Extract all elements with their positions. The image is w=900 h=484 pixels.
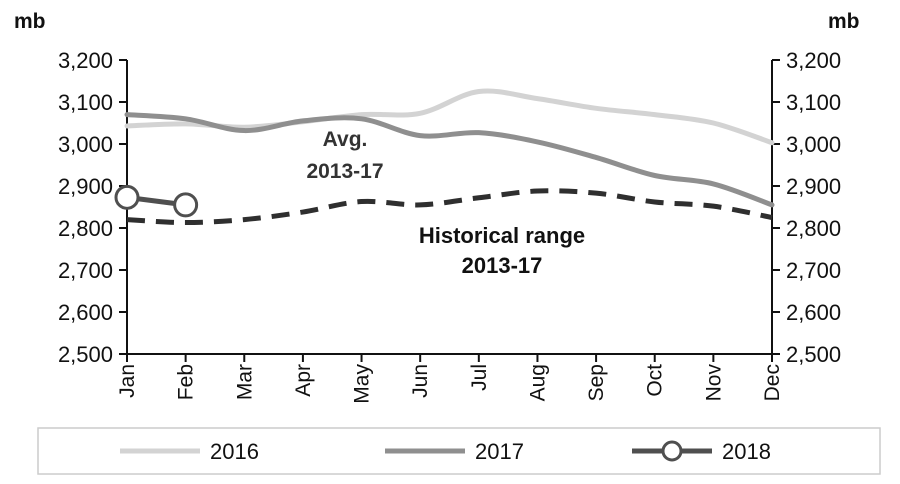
series-line-2017 bbox=[124, 112, 775, 208]
series-layer bbox=[114, 88, 775, 226]
range-annotation-line1: Historical range bbox=[419, 223, 585, 248]
y-tick-label-right: 2,700 bbox=[786, 258, 841, 283]
avg-annotation-line2: 2013-17 bbox=[306, 160, 383, 183]
legend-label-2017: 2017 bbox=[475, 439, 524, 464]
legend: 2016 2017 2018 bbox=[120, 439, 771, 464]
y-tick-label-left: 2,700 bbox=[58, 258, 113, 283]
right-unit-label: mb bbox=[828, 10, 860, 33]
x-tick-label: Jun bbox=[409, 364, 432, 398]
x-tick-label: Jul bbox=[468, 364, 491, 391]
y-tick-label-right: 3,200 bbox=[786, 48, 841, 73]
x-tick-labels: Jan Feb Mar Apr May Jun Jul Aug Sep Oct Nov Dec bbox=[116, 364, 784, 404]
y-tick-label-right: 3,000 bbox=[786, 132, 841, 157]
right-y-tick-labels: 2,500 2,600 2,700 2,800 2,900 3,000 3,100 3,200 bbox=[786, 48, 841, 367]
y-tick-label-right: 2,800 bbox=[786, 216, 841, 241]
y-tick-label-right: 2,600 bbox=[786, 300, 841, 325]
x-tick-label: Aug bbox=[526, 364, 549, 401]
x-tick-label: Sep bbox=[585, 364, 608, 401]
x-tick-label: Feb bbox=[175, 364, 198, 400]
x-tick-label: Nov bbox=[702, 364, 725, 402]
x-tick-label: May bbox=[351, 364, 374, 404]
series-line-2016 bbox=[124, 88, 775, 146]
legend-marker-2018 bbox=[661, 440, 683, 462]
series-point-2018 bbox=[173, 192, 199, 218]
x-tick-label: Dec bbox=[761, 364, 784, 401]
y-tick-label-left: 2,500 bbox=[58, 342, 113, 367]
y-tick-label-left: 3,000 bbox=[58, 132, 113, 157]
x-tick-label: Mar bbox=[233, 364, 256, 400]
y-tick-label-left: 3,100 bbox=[58, 90, 113, 115]
axes bbox=[119, 59, 780, 362]
x-tick-label: Apr bbox=[292, 364, 315, 397]
y-tick-label-left: 2,800 bbox=[58, 216, 113, 241]
x-tick-label: Oct bbox=[644, 364, 667, 397]
x-tick-label: Jan bbox=[116, 364, 139, 398]
left-y-tick-labels: 2,500 2,600 2,700 2,800 2,900 3,000 3,100 3,200 bbox=[58, 48, 113, 367]
avg-annotation-line1: Avg. bbox=[323, 128, 368, 151]
y-tick-label-right: 3,100 bbox=[786, 90, 841, 115]
legend-label-2018: 2018 bbox=[722, 439, 771, 464]
legend-label-2016: 2016 bbox=[210, 439, 259, 464]
series-line-avg-2013-17 bbox=[126, 188, 773, 226]
series-point-2018 bbox=[114, 184, 140, 210]
left-unit-label: mb bbox=[14, 10, 46, 33]
y-tick-label-right: 2,500 bbox=[786, 342, 841, 367]
y-tick-label-left: 2,900 bbox=[58, 174, 113, 199]
y-tick-label-right: 2,900 bbox=[786, 174, 841, 199]
range-annotation-line2: 2013-17 bbox=[462, 253, 543, 278]
y-tick-label-left: 2,600 bbox=[58, 300, 113, 325]
y-tick-label-left: 3,200 bbox=[58, 48, 113, 73]
